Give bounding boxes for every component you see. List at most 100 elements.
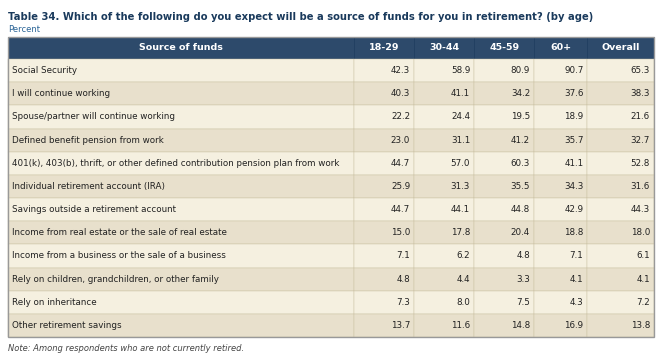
Text: 42.9: 42.9 (564, 205, 583, 214)
Bar (8, 37, 354, 59)
Text: 31.1: 31.1 (451, 136, 470, 144)
Bar (474, 152, 534, 175)
Bar (414, 59, 474, 82)
Bar (534, 82, 587, 105)
Bar (587, 244, 654, 268)
Bar (8, 175, 354, 198)
Bar (474, 59, 534, 82)
Text: 41.1: 41.1 (564, 159, 583, 168)
Bar (534, 175, 587, 198)
Text: Social Security: Social Security (12, 66, 77, 75)
Text: 40.3: 40.3 (391, 89, 410, 98)
Bar (474, 105, 534, 129)
Bar (8, 82, 354, 105)
Text: Defined benefit pension from work: Defined benefit pension from work (12, 136, 164, 144)
Text: 6.1: 6.1 (636, 252, 650, 260)
Bar (8, 221, 354, 244)
Text: 57.0: 57.0 (451, 159, 470, 168)
Text: 80.9: 80.9 (511, 66, 530, 75)
Text: 16.9: 16.9 (564, 321, 583, 330)
Bar (587, 59, 654, 82)
Bar (474, 129, 534, 152)
Text: 35.5: 35.5 (510, 182, 530, 191)
Text: Percent: Percent (8, 25, 40, 34)
Bar (534, 221, 587, 244)
Bar (587, 105, 654, 129)
Bar (474, 175, 534, 198)
Bar (414, 291, 474, 314)
Bar (534, 291, 587, 314)
Text: 90.7: 90.7 (564, 66, 583, 75)
Bar (587, 291, 654, 314)
Text: 18.9: 18.9 (564, 113, 583, 121)
Text: 38.3: 38.3 (630, 89, 650, 98)
Bar (474, 221, 534, 244)
Bar (354, 129, 414, 152)
Bar (474, 268, 534, 291)
Bar (534, 314, 587, 337)
Bar (354, 221, 414, 244)
Bar (414, 244, 474, 268)
Text: Savings outside a retirement account: Savings outside a retirement account (12, 205, 176, 214)
Text: 65.3: 65.3 (631, 66, 650, 75)
Bar (474, 244, 534, 268)
Text: 41.1: 41.1 (451, 89, 470, 98)
Bar (534, 244, 587, 268)
Text: 44.8: 44.8 (511, 205, 530, 214)
Text: Income from real estate or the sale of real estate: Income from real estate or the sale of r… (12, 228, 227, 237)
Bar (414, 37, 474, 59)
Text: Rely on inheritance: Rely on inheritance (12, 298, 97, 307)
Bar (8, 244, 354, 268)
Bar (587, 152, 654, 175)
Text: 30-44: 30-44 (429, 43, 459, 52)
Text: 6.2: 6.2 (457, 252, 470, 260)
Text: Individual retirement account (IRA): Individual retirement account (IRA) (12, 182, 165, 191)
Bar (8, 314, 354, 337)
Text: 14.8: 14.8 (511, 321, 530, 330)
Text: 13.7: 13.7 (391, 321, 410, 330)
Text: 17.8: 17.8 (451, 228, 470, 237)
Bar (474, 82, 534, 105)
Bar (587, 268, 654, 291)
Bar (534, 198, 587, 221)
Text: 20.4: 20.4 (511, 228, 530, 237)
Text: 37.6: 37.6 (564, 89, 583, 98)
Text: Overall: Overall (602, 43, 640, 52)
Bar (354, 59, 414, 82)
Text: 25.9: 25.9 (391, 182, 410, 191)
Text: 52.8: 52.8 (631, 159, 650, 168)
Text: 4.8: 4.8 (397, 275, 410, 283)
Bar (587, 37, 654, 59)
Bar (8, 152, 354, 175)
Bar (587, 129, 654, 152)
Bar (414, 105, 474, 129)
Text: 22.2: 22.2 (391, 113, 410, 121)
Text: 11.6: 11.6 (451, 321, 470, 330)
Bar (354, 268, 414, 291)
Text: 31.6: 31.6 (631, 182, 650, 191)
Bar (354, 82, 414, 105)
Text: 7.3: 7.3 (397, 298, 410, 307)
Text: 4.8: 4.8 (516, 252, 530, 260)
Bar (8, 105, 354, 129)
Text: 35.7: 35.7 (564, 136, 583, 144)
Bar (8, 59, 354, 82)
Text: 21.6: 21.6 (631, 113, 650, 121)
Text: 60+: 60+ (550, 43, 571, 52)
Bar (534, 37, 587, 59)
Bar (534, 59, 587, 82)
Text: 7.5: 7.5 (516, 298, 530, 307)
Text: 18-29: 18-29 (369, 43, 400, 52)
Bar (8, 37, 654, 337)
Text: 19.5: 19.5 (511, 113, 530, 121)
Text: 34.2: 34.2 (511, 89, 530, 98)
Text: 23.0: 23.0 (391, 136, 410, 144)
Bar (414, 152, 474, 175)
Text: Note: Among respondents who are not currently retired.: Note: Among respondents who are not curr… (8, 344, 244, 353)
Text: 44.7: 44.7 (391, 159, 410, 168)
Text: 3.3: 3.3 (516, 275, 530, 283)
Bar (414, 198, 474, 221)
Text: 32.7: 32.7 (631, 136, 650, 144)
Bar (587, 198, 654, 221)
Text: 34.3: 34.3 (564, 182, 583, 191)
